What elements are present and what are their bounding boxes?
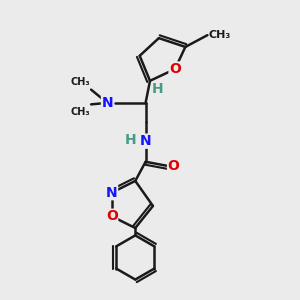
Text: H: H	[125, 133, 137, 147]
Text: H: H	[152, 82, 164, 96]
Text: CH₃: CH₃	[209, 30, 231, 40]
Text: N: N	[101, 96, 113, 110]
Text: N: N	[106, 186, 118, 200]
Text: O: O	[106, 209, 118, 223]
Text: N: N	[140, 134, 152, 148]
Text: CH₃: CH₃	[70, 77, 90, 87]
Text: O: O	[168, 159, 179, 173]
Text: CH₃: CH₃	[70, 107, 90, 117]
Text: O: O	[169, 62, 181, 76]
